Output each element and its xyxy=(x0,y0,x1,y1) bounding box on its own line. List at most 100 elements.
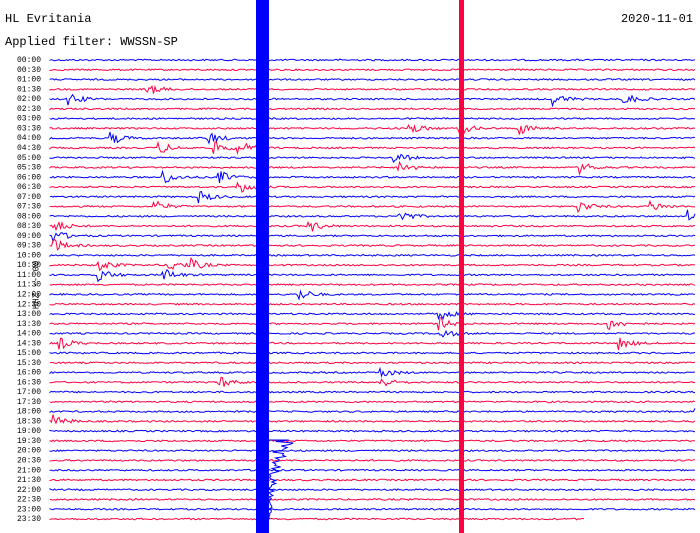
time-label: 03:00 xyxy=(17,115,41,124)
time-label: 07:30 xyxy=(17,203,41,212)
seismic-trace xyxy=(49,458,695,462)
time-label: 15:30 xyxy=(17,359,41,368)
seismic-trace xyxy=(49,317,696,331)
time-label: 02:00 xyxy=(17,95,41,104)
seismic-trace xyxy=(49,376,696,387)
time-label: 16:30 xyxy=(17,378,41,387)
time-label: 01:00 xyxy=(17,76,41,85)
seismic-trace xyxy=(49,181,696,193)
traces xyxy=(49,58,696,521)
seismic-trace xyxy=(49,400,696,404)
seismic-trace xyxy=(49,58,696,62)
time-label: 02:30 xyxy=(17,105,41,114)
time-label: 08:00 xyxy=(17,212,41,221)
time-label: 16:00 xyxy=(17,369,41,378)
time-label: 20:00 xyxy=(17,447,41,456)
seismic-trace xyxy=(49,153,696,164)
seismic-trace xyxy=(49,351,696,355)
time-label: 09:30 xyxy=(17,242,41,251)
seismic-trace xyxy=(49,140,696,155)
seismic-trace xyxy=(49,439,696,443)
seismic-trace xyxy=(49,124,696,135)
seismic-trace xyxy=(49,302,696,306)
seismic-trace xyxy=(49,478,696,482)
time-label: 14:00 xyxy=(17,330,41,339)
seismic-trace xyxy=(49,498,696,501)
seismic-trace xyxy=(49,169,696,184)
large-event-blue xyxy=(256,0,269,533)
seismic-trace xyxy=(49,199,695,214)
seismic-trace xyxy=(49,289,696,301)
time-label: 07:00 xyxy=(17,193,41,202)
seismic-trace xyxy=(49,68,696,72)
time-label: 23:30 xyxy=(17,515,41,524)
seismic-trace xyxy=(49,232,696,244)
time-label: 18:30 xyxy=(17,417,41,426)
time-label: 04:30 xyxy=(17,144,41,153)
seismic-trace xyxy=(49,191,696,204)
seismic-trace xyxy=(49,84,696,94)
time-label: 12:00 xyxy=(17,290,41,299)
seismic-trace xyxy=(49,507,696,511)
time-label: 15:00 xyxy=(17,349,41,358)
time-label: 18:00 xyxy=(17,408,41,417)
seismic-trace xyxy=(49,449,696,453)
time-label: 04:00 xyxy=(17,134,41,143)
time-label: 03:30 xyxy=(17,124,41,133)
time-label: 05:30 xyxy=(17,164,41,173)
time-label: 08:30 xyxy=(17,222,41,231)
seismic-trace xyxy=(49,408,696,414)
seismic-trace xyxy=(49,468,696,472)
seismic-trace xyxy=(49,117,695,121)
time-label: 11:00 xyxy=(17,271,41,280)
seismic-trace xyxy=(49,366,696,379)
seismic-trace xyxy=(49,268,696,283)
time-label: 10:00 xyxy=(17,251,41,260)
seismic-trace xyxy=(49,517,585,521)
date-label: 2020-11-01 xyxy=(621,12,693,26)
time-label: 01:30 xyxy=(17,85,41,94)
time-label: 13:00 xyxy=(17,310,41,319)
seismic-trace xyxy=(49,78,696,81)
time-label: 21:00 xyxy=(17,466,41,475)
seismic-trace xyxy=(49,253,696,258)
seismic-trace xyxy=(49,429,696,433)
filter-label: Applied filter: WWSSN-SP xyxy=(5,35,178,49)
time-label: 22:30 xyxy=(17,496,41,505)
time-label: 14:30 xyxy=(17,339,41,348)
seismic-trace xyxy=(49,337,696,351)
seismic-trace xyxy=(49,209,696,221)
seismic-trace xyxy=(49,311,696,321)
channel-label: HHZ -- 00 xyxy=(31,261,41,310)
seismic-trace xyxy=(49,220,695,232)
seismic-trace xyxy=(49,329,696,338)
seismic-trace xyxy=(49,361,696,365)
time-label: 19:30 xyxy=(17,437,41,446)
seismic-trace xyxy=(49,160,696,177)
seismic-trace xyxy=(49,107,696,111)
seismic-trace xyxy=(49,93,696,108)
seismic-trace xyxy=(49,131,696,145)
time-label: 17:00 xyxy=(17,388,41,397)
seismic-trace xyxy=(49,283,696,287)
time-label: 10:30 xyxy=(17,261,41,270)
time-label: 17:30 xyxy=(17,398,41,407)
time-label: 19:00 xyxy=(17,427,41,436)
large-event-red xyxy=(459,0,464,533)
station-name: HL Evritania xyxy=(5,12,91,26)
time-label: 09:00 xyxy=(17,232,41,241)
time-label: 00:00 xyxy=(17,56,41,65)
time-label: 20:30 xyxy=(17,457,41,466)
seismic-trace xyxy=(49,488,696,492)
time-label: 11:30 xyxy=(17,281,41,290)
time-label: 21:30 xyxy=(17,476,41,485)
time-label: 23:00 xyxy=(17,505,41,514)
time-label: 06:30 xyxy=(17,183,41,192)
event-coda xyxy=(267,439,294,520)
time-label: 06:00 xyxy=(17,173,41,182)
time-label: 00:30 xyxy=(17,66,41,75)
time-label: 22:00 xyxy=(17,486,41,495)
seismic-trace xyxy=(49,390,695,394)
time-label: 05:00 xyxy=(17,154,41,163)
